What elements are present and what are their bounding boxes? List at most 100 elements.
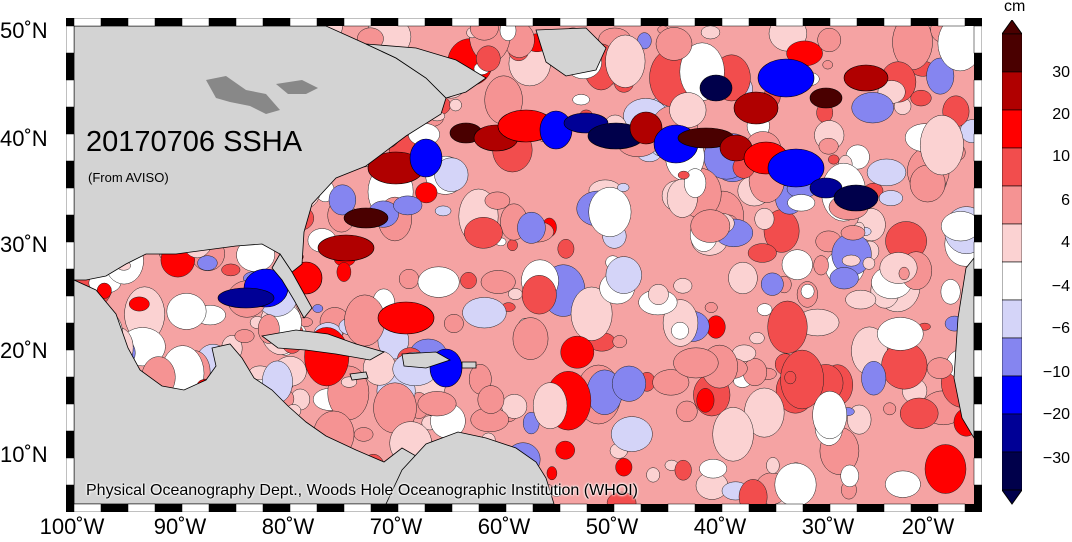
anomaly-patch	[757, 303, 773, 316]
frame-tick	[937, 503, 966, 512]
anomaly-patch	[605, 34, 646, 88]
strong-anomaly-eddy	[833, 184, 879, 212]
frame-tick	[973, 457, 982, 486]
strong-anomaly-eddy	[843, 64, 889, 92]
anomaly-patch	[197, 255, 218, 271]
anomaly-patch	[464, 217, 503, 249]
anomaly-patch	[557, 239, 575, 259]
strong-anomaly-eddy	[699, 74, 733, 102]
frame-tick	[181, 503, 210, 512]
anomaly-patch	[128, 296, 150, 312]
anomaly-patch	[919, 114, 964, 176]
anomaly-patch	[812, 390, 848, 440]
anomaly-patch	[449, 98, 462, 112]
frame-tick	[973, 241, 982, 270]
nova-scotia-land	[365, 43, 487, 99]
colorbar-segment	[1002, 261, 1022, 301]
anomaly-patch	[611, 365, 647, 402]
anomaly-patch	[588, 187, 632, 237]
lon-label-20w: 20˚W	[901, 514, 955, 539]
frame-tick	[505, 18, 534, 27]
colorbar-unit: cm	[1004, 0, 1026, 15]
anomaly-patch	[462, 297, 507, 329]
frame-tick	[721, 503, 750, 512]
anomaly-patch	[885, 470, 921, 498]
anomaly-patch	[444, 314, 464, 333]
newfoundland-land	[535, 27, 607, 77]
anomaly-patch	[747, 243, 777, 263]
anomaly-patch	[606, 491, 637, 504]
anomaly-patch	[434, 157, 469, 192]
frame-tick	[66, 241, 75, 270]
ssha-map	[66, 18, 982, 512]
anomaly-patch	[353, 427, 374, 442]
frame-tick	[127, 18, 156, 27]
anomaly-patch	[749, 332, 765, 345]
strong-anomaly-eddy	[767, 148, 825, 188]
colorbar-segment	[1002, 337, 1022, 377]
anomaly-patch	[517, 211, 546, 244]
colorbar-segment	[1002, 451, 1022, 491]
frame-tick	[66, 25, 75, 54]
anomaly-patch	[415, 182, 438, 204]
lon-label-70w: 70˚W	[369, 514, 423, 539]
anomaly-patch	[774, 462, 817, 504]
anomaly-patch	[828, 154, 840, 165]
frame-tick	[775, 503, 804, 512]
colorbar-bottom-arrow	[1002, 489, 1022, 505]
anomaly-patch	[460, 272, 477, 289]
anomaly-patch	[866, 158, 907, 187]
anomaly-patch	[676, 400, 698, 423]
frame-tick	[235, 503, 264, 512]
anomaly-patch	[417, 391, 457, 417]
anomaly-patch	[671, 321, 689, 340]
lon-label-80w: 80˚W	[261, 514, 315, 539]
anomaly-patch	[546, 466, 558, 481]
anomaly-patch	[684, 168, 707, 198]
strong-anomaly-eddy	[629, 111, 663, 145]
anomaly-patch	[899, 397, 939, 430]
frame-tick	[721, 18, 750, 27]
cuba-land	[261, 329, 386, 361]
lat-label-10n: 10˚N	[0, 442, 48, 467]
colorbar-segment	[1002, 185, 1022, 225]
anomaly-patch	[550, 485, 564, 497]
colorbar-segment	[1002, 413, 1022, 453]
anomaly-patch	[612, 335, 627, 349]
frame-tick	[613, 18, 642, 27]
frame-tick	[973, 295, 982, 324]
colorbar-tick-10: 10	[1052, 148, 1070, 165]
frame-tick	[66, 403, 75, 432]
anomaly-patch	[851, 92, 894, 124]
frame-tick	[667, 18, 696, 27]
strong-anomaly-eddy	[343, 207, 389, 229]
colorbar-segment	[1002, 109, 1022, 149]
anomaly-patch	[677, 170, 690, 180]
frame-tick	[73, 18, 102, 27]
anomaly-patch	[336, 262, 352, 282]
colorbar-tick-20: 20	[1052, 106, 1070, 123]
lon-label-100w: 100˚W	[39, 514, 105, 539]
anomaly-patch	[910, 89, 932, 107]
colorbar-segment	[1002, 71, 1022, 111]
anomaly-patch	[699, 459, 728, 479]
lat-label-20n: 20˚N	[0, 338, 48, 363]
anomaly-patch	[480, 270, 516, 294]
frame-tick	[289, 18, 318, 27]
anomaly-patch	[829, 267, 859, 290]
lon-label-60w: 60˚W	[477, 514, 531, 539]
anomaly-patch	[674, 459, 692, 481]
strong-anomaly-eddy	[377, 301, 435, 335]
frame-tick	[973, 349, 982, 378]
anomaly-patch	[507, 239, 518, 252]
frame-tick	[973, 187, 982, 216]
frame-tick	[667, 503, 696, 512]
anomaly-patch	[754, 208, 775, 230]
colorbar-segment	[1002, 375, 1022, 415]
anomaly-patch	[476, 45, 501, 72]
frame-tick	[973, 25, 982, 54]
colorbar-tick-neg20: −20	[1042, 406, 1070, 423]
frame-tick	[505, 503, 534, 512]
anomaly-patch	[926, 357, 953, 379]
anomaly-patch	[704, 302, 718, 313]
